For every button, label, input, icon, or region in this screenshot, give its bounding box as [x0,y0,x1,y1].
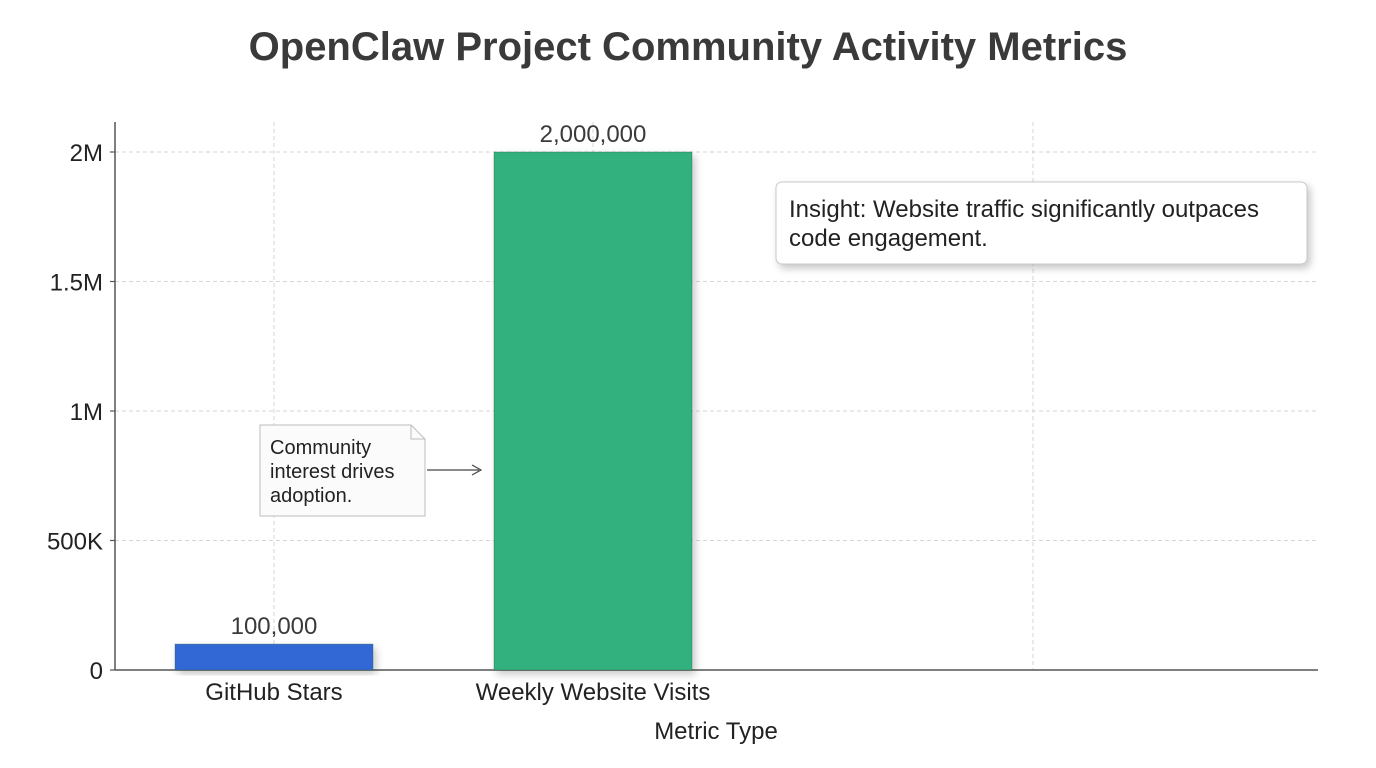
x-tick-label: GitHub Stars [205,679,342,706]
y-tick-label: 1.5M [50,270,103,297]
x-axis-label: Metric Type [654,718,778,745]
bar [174,643,374,671]
bar [493,151,693,671]
bar-data-label: 100,000 [231,613,318,640]
annotation-note-fold [410,425,425,440]
y-gridlines [115,151,1318,541]
annotation-note-box [259,424,426,517]
y-tick-label: 1M [70,399,103,426]
annotation-note-line: interest drives [270,461,395,483]
bars [174,151,693,671]
chart-title: OpenClaw Project Community Activity Metr… [249,25,1128,69]
annotation-note-line: adoption. [270,485,352,507]
svg-text:Community interest drive: Community interest drives adoption. [270,437,400,507]
annotation-arrow-head [471,464,483,476]
insight-text-line: code engagement. [789,225,988,252]
data-labels: 100,000 2,000,000 [231,121,647,640]
svg-text:Insight: Website traffic signi: Insight: Website traffic significantly o… [789,196,1266,252]
y-tick-label: 0 [90,658,103,685]
bar-data-label: 2,000,000 [540,121,647,148]
y-tick-label: 2M [70,140,103,167]
annotation-note: Community interest drives adoption. [259,424,483,517]
y-tick-label: 500K [47,529,103,556]
insight-box: Insight: Website traffic significantly o… [775,181,1308,265]
insight-text-line: Insight: Website traffic significantly o… [789,196,1259,223]
x-axis-ticks: GitHub Stars Weekly Website Visits [205,679,710,706]
annotation-note-line: Community [270,437,371,459]
y-axis-ticks: 0 500K 1M 1.5M 2M [47,140,115,685]
x-tick-label: Weekly Website Visits [476,679,711,706]
insight-box-frame [775,181,1308,265]
